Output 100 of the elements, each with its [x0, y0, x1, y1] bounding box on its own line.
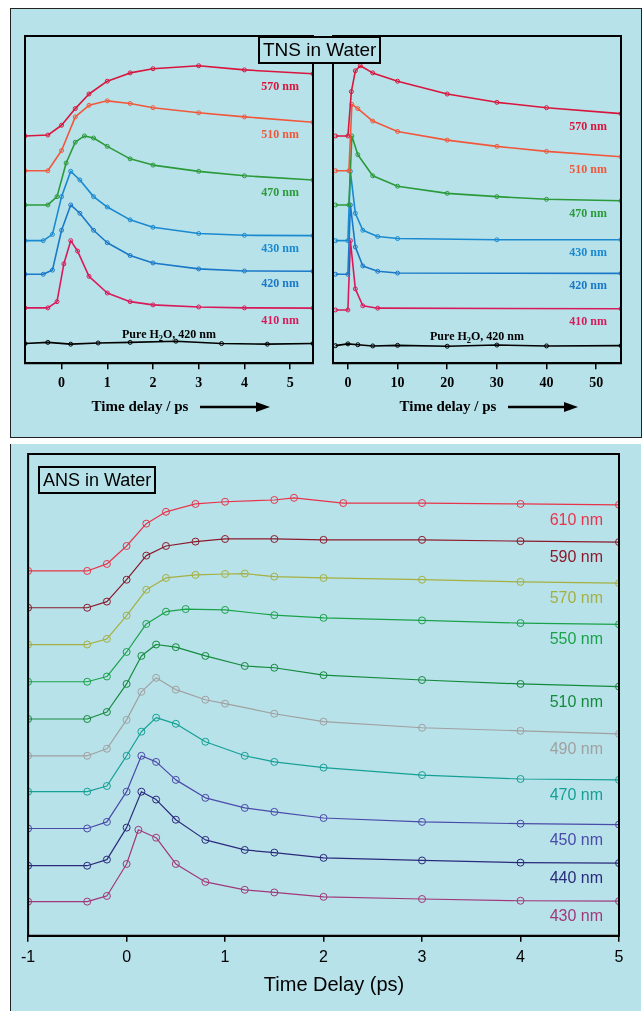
- point: [418, 499, 427, 508]
- point: [221, 497, 230, 506]
- point: [319, 813, 328, 822]
- point: [102, 817, 111, 826]
- point: [270, 611, 279, 620]
- x-tick-label: 1: [220, 947, 230, 965]
- point: [171, 643, 180, 652]
- series-label: 430 nm: [549, 907, 604, 925]
- x-tick-label: 50: [589, 375, 604, 391]
- point: [191, 537, 200, 546]
- point: [83, 566, 92, 575]
- point: [181, 605, 190, 614]
- series-label: 570 nm: [569, 118, 607, 133]
- point: [418, 723, 427, 732]
- point: [270, 848, 279, 857]
- series-label: 430 nm: [569, 244, 607, 259]
- point: [122, 859, 131, 868]
- point: [137, 787, 146, 796]
- x-axis-title: Time Delay (ps): [263, 973, 405, 996]
- x-tick-label: 2: [319, 947, 329, 965]
- point: [270, 888, 279, 897]
- point: [83, 640, 92, 649]
- series-label: 510 nm: [569, 161, 607, 176]
- point: [270, 709, 279, 718]
- point: [142, 585, 151, 594]
- point: [137, 751, 146, 760]
- point: [418, 676, 427, 685]
- point: [142, 619, 151, 628]
- series-label: 510 nm: [549, 692, 604, 710]
- series-label: 470 nm: [549, 785, 604, 803]
- point: [240, 845, 249, 854]
- point: [83, 861, 92, 870]
- point: [319, 535, 328, 544]
- point: [171, 815, 180, 824]
- x-tick-label: 1: [103, 375, 111, 391]
- point: [270, 495, 279, 504]
- x-tick-label: 5: [614, 947, 624, 965]
- point: [270, 807, 279, 816]
- point: [516, 858, 525, 867]
- x-tick-label: 20: [440, 375, 455, 391]
- point: [221, 699, 230, 708]
- point: [152, 833, 161, 842]
- x-tick-label: 40: [539, 375, 554, 391]
- point: [152, 640, 161, 649]
- point: [191, 499, 200, 508]
- point: [122, 787, 131, 796]
- x-tick-label: 10: [390, 375, 405, 391]
- series-label: 590 nm: [549, 548, 604, 566]
- point: [418, 817, 427, 826]
- point: [171, 775, 180, 784]
- point: [83, 824, 92, 833]
- point: [152, 713, 161, 722]
- point: [319, 763, 328, 772]
- x-tick-label: 0: [122, 947, 132, 965]
- point: [319, 892, 328, 901]
- point: [152, 795, 161, 804]
- series-label: 420 nm: [569, 278, 607, 293]
- series-label: 430 nm: [261, 240, 299, 255]
- series-label: 420 nm: [261, 276, 299, 291]
- point: [319, 671, 328, 680]
- point: [516, 819, 525, 828]
- point: [418, 616, 427, 625]
- point: [240, 885, 249, 894]
- point: [137, 651, 146, 660]
- point: [240, 569, 249, 578]
- point: [270, 757, 279, 766]
- series-label: 550 nm: [549, 630, 604, 648]
- point: [102, 672, 111, 681]
- point: [516, 896, 525, 905]
- point: [290, 493, 299, 502]
- point: [83, 751, 92, 760]
- point: [418, 895, 427, 904]
- series-label: 610 nm: [549, 510, 604, 528]
- series-label: 570 nm: [261, 78, 299, 93]
- point: [221, 605, 230, 614]
- point: [83, 897, 92, 906]
- point: [102, 891, 111, 900]
- point: [201, 877, 210, 886]
- point: [221, 534, 230, 543]
- point: [516, 619, 525, 628]
- point: [137, 687, 146, 696]
- point: [240, 751, 249, 760]
- point: [418, 856, 427, 865]
- point: [137, 727, 146, 736]
- point: [171, 685, 180, 694]
- point: [201, 737, 210, 746]
- point: [171, 859, 180, 868]
- chart-title: ANS in Water: [38, 466, 157, 494]
- point: [134, 825, 143, 834]
- point: [516, 726, 525, 735]
- point: [161, 507, 170, 516]
- point: [516, 679, 525, 688]
- x-tick-label: 30: [489, 375, 504, 391]
- point: [418, 771, 427, 780]
- point: [83, 714, 92, 723]
- point: [122, 575, 131, 584]
- point: [240, 661, 249, 670]
- x-tick-label: 3: [417, 947, 427, 965]
- point: [319, 613, 328, 622]
- point: [152, 757, 161, 766]
